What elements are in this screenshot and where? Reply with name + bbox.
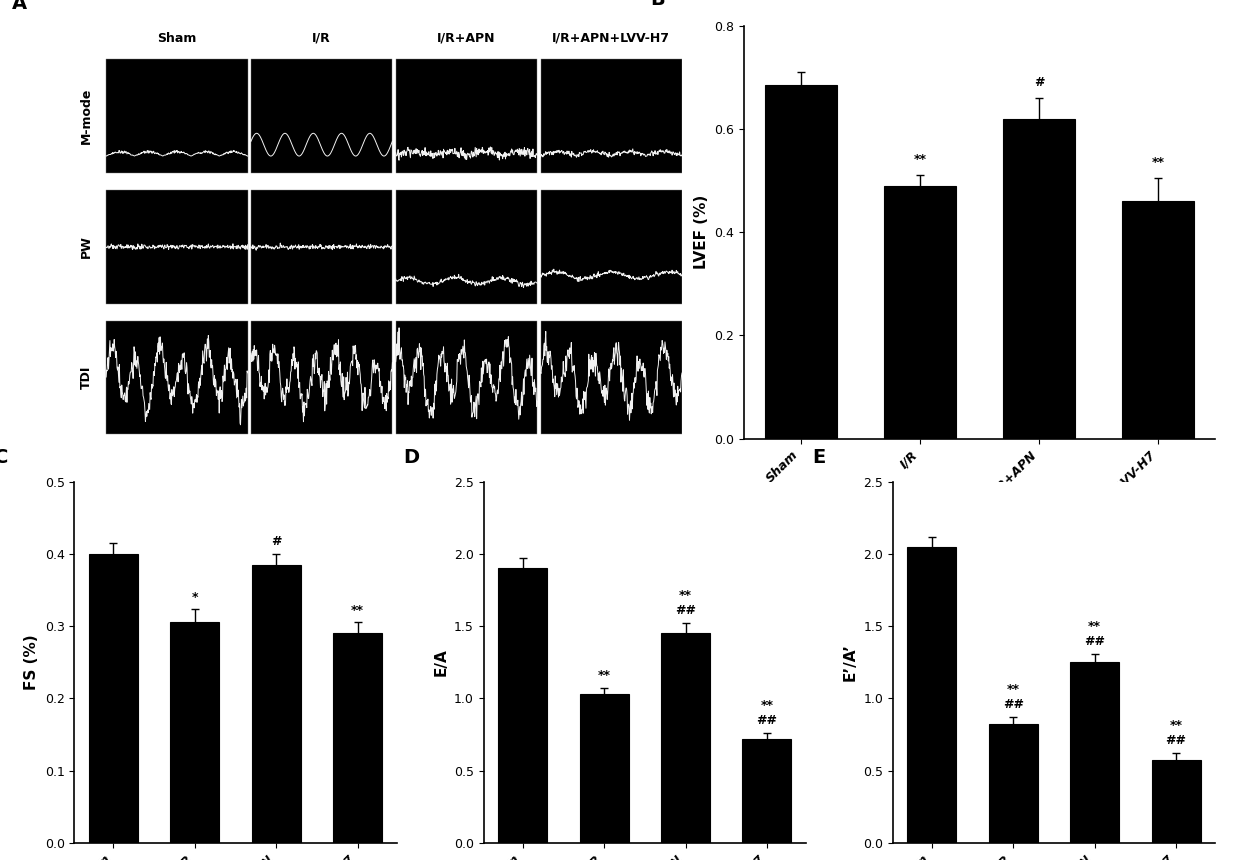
Text: #: # bbox=[1034, 76, 1044, 89]
Bar bbox=[498, 568, 547, 843]
Text: A: A bbox=[12, 0, 27, 13]
Text: I/R+APN+LVV-H7: I/R+APN+LVV-H7 bbox=[552, 32, 671, 45]
Bar bbox=[579, 694, 629, 843]
Bar bbox=[1070, 662, 1120, 843]
Text: E: E bbox=[812, 448, 826, 467]
Text: B: B bbox=[650, 0, 665, 9]
Bar bbox=[661, 633, 711, 843]
Bar bbox=[107, 190, 248, 304]
Bar bbox=[884, 186, 956, 439]
Text: *: * bbox=[192, 591, 198, 604]
Text: C: C bbox=[0, 448, 9, 467]
Y-axis label: FS (%): FS (%) bbox=[24, 635, 40, 690]
Bar bbox=[541, 59, 682, 173]
Y-axis label: E’/A’: E’/A’ bbox=[842, 643, 858, 681]
Bar bbox=[107, 321, 248, 434]
Text: TDI: TDI bbox=[79, 366, 93, 390]
Text: #: # bbox=[272, 535, 281, 548]
Bar bbox=[396, 321, 537, 434]
Text: **: ** bbox=[1152, 156, 1164, 169]
Bar bbox=[988, 724, 1038, 843]
Text: D: D bbox=[403, 448, 419, 467]
Bar bbox=[250, 59, 392, 173]
Text: I/R: I/R bbox=[312, 32, 331, 45]
Bar bbox=[541, 321, 682, 434]
Text: **
##: ** ## bbox=[1084, 620, 1105, 648]
Bar bbox=[765, 85, 837, 439]
Y-axis label: LVEF (%): LVEF (%) bbox=[693, 195, 709, 269]
Text: I/R+APN: I/R+APN bbox=[438, 32, 496, 45]
Y-axis label: E/A: E/A bbox=[433, 648, 449, 676]
Text: **
##: ** ## bbox=[1166, 720, 1187, 747]
Bar bbox=[1003, 119, 1075, 439]
Text: **
##: ** ## bbox=[1003, 684, 1024, 711]
Bar bbox=[250, 190, 392, 304]
Bar bbox=[541, 190, 682, 304]
Bar bbox=[334, 633, 382, 843]
Text: **: ** bbox=[914, 153, 926, 166]
Text: M-mode: M-mode bbox=[79, 88, 93, 144]
Text: **: ** bbox=[351, 604, 365, 617]
Bar bbox=[1122, 201, 1194, 439]
Text: Sham: Sham bbox=[157, 32, 197, 45]
Text: **: ** bbox=[598, 669, 610, 683]
Text: **
##: ** ## bbox=[756, 699, 777, 728]
Bar bbox=[396, 190, 537, 304]
Bar bbox=[250, 321, 392, 434]
Bar bbox=[89, 554, 138, 843]
Bar bbox=[908, 547, 956, 843]
Text: PW: PW bbox=[79, 236, 93, 258]
Bar bbox=[396, 59, 537, 173]
Bar bbox=[743, 739, 791, 843]
Bar bbox=[107, 59, 248, 173]
Text: **
##: ** ## bbox=[675, 589, 696, 617]
Bar bbox=[1152, 760, 1200, 843]
Bar bbox=[252, 565, 301, 843]
Bar bbox=[170, 623, 219, 843]
